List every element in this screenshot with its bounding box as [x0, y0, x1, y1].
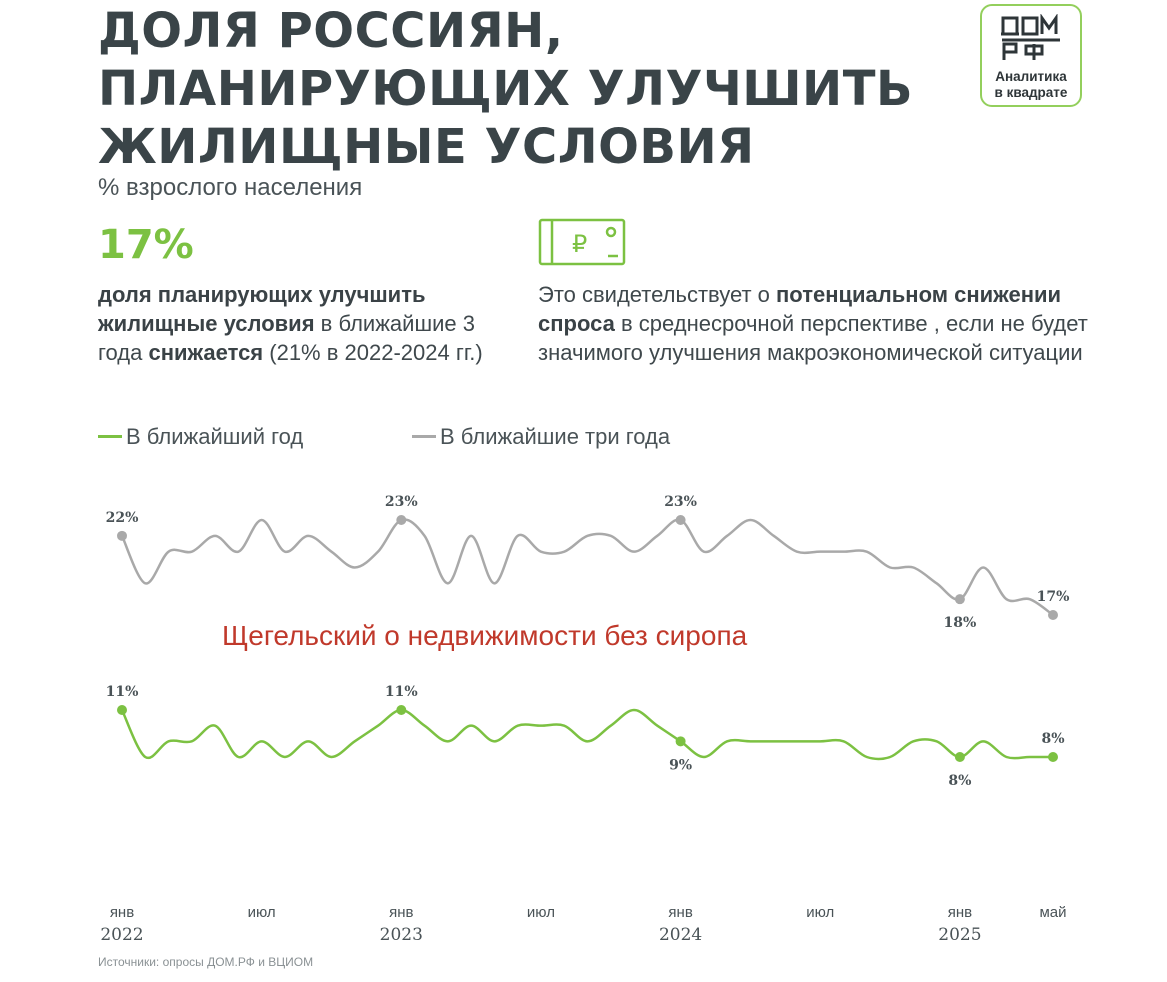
highlight-value: 17%: [98, 222, 194, 268]
note-bold-1: потенциальном снижении спроса: [538, 282, 1062, 336]
highlight-bold-2: снижается: [148, 340, 264, 365]
legend-item-3y: В ближайшие три года: [412, 424, 670, 450]
data-label-one-year-4: 8%: [1041, 731, 1064, 747]
highlight-plain-2: (21% в 2022-2024 гг.): [263, 340, 483, 365]
data-label-three-years-2: 23%: [664, 494, 697, 510]
data-point-three-years-0: [117, 530, 127, 541]
data-label-one-year-0: 11%: [106, 684, 139, 700]
data-point-one-year-3: [954, 752, 965, 762]
money-icon: ₽: [538, 218, 626, 266]
page-subtitle: % взрослого населения: [98, 174, 363, 201]
x-tick-label-3: июл: [527, 904, 555, 921]
data-label-three-years-0: 22%: [106, 510, 139, 526]
series-line-one-year: [120, 708, 1055, 761]
watermark: Щегельский о недвижимости без сиропа: [222, 620, 748, 651]
data-label-three-years-4: 17%: [1037, 589, 1070, 605]
legend-swatch-green: [98, 434, 122, 438]
x-tick-year-2: 2023: [380, 925, 423, 945]
dom-rf-logo-mark: [1001, 14, 1060, 60]
highlight-plain-1: в ближайшие 3 года: [98, 311, 475, 365]
logo-line-1: Аналитика: [995, 69, 1067, 84]
data-point-three-years-3: [954, 594, 965, 605]
legend-item-1y: В ближайший год: [98, 424, 303, 450]
x-tick-label-5: июл: [806, 904, 834, 921]
data-point-one-year-4: [1048, 752, 1058, 762]
x-tick-year-4: 2024: [659, 925, 702, 945]
data-point-one-year-2: [675, 736, 686, 747]
x-tick-label-2: янв: [389, 904, 413, 921]
highlight-text: доля планирующих улучшить жилищные услов…: [98, 280, 518, 367]
x-tick-year-6: 2025: [938, 925, 981, 945]
x-tick-label-7: май: [1039, 904, 1066, 921]
page-title: ДОЛЯ РОССИЯН, ПЛАНИРУЮЩИХ УЛУЧШИТЬ ЖИЛИЩ…: [98, 3, 914, 175]
x-tick-label-4: янв: [668, 904, 692, 921]
data-label-three-years-3: 18%: [944, 615, 977, 631]
x-tick-label-1: июл: [248, 904, 276, 921]
x-tick-year-0: 2022: [100, 925, 143, 945]
logo-line-2: в квадрате: [994, 85, 1068, 100]
data-point-three-years-4: [1048, 610, 1058, 620]
dom-rf-logo: Аналитика в квадрате: [980, 4, 1082, 107]
series-line-three-years: [120, 518, 1055, 617]
data-point-three-years-1: [396, 515, 407, 525]
data-point-three-years-2: [675, 515, 686, 525]
data-label-one-year-3: 8%: [948, 773, 971, 789]
x-tick-label-6: янв: [948, 904, 972, 921]
x-tick-label-0: янв: [110, 904, 134, 921]
data-label-one-year-2: 9%: [669, 757, 692, 773]
note-plain-1: Это свидетельствует о: [538, 282, 777, 307]
legend-label-3y: В ближайшие три года: [440, 424, 671, 449]
data-label-three-years-1: 23%: [385, 494, 418, 510]
data-point-one-year-1: [396, 705, 407, 715]
highlight-bold-1: доля планирующих улучшить жилищные услов…: [98, 282, 426, 336]
logo-caption: Аналитика в квадрате: [982, 69, 1080, 101]
legend-label-1y: В ближайший год: [126, 424, 304, 449]
note-plain-2: в среднесрочной перспективе , если не бу…: [538, 311, 1088, 365]
note-text: Это свидетельствует о потенциальном сниж…: [538, 280, 1098, 367]
legend-swatch-gray: [412, 434, 436, 438]
data-point-one-year-0: [117, 705, 127, 715]
source-note: Источники: опросы ДОМ.РФ и ВЦИОМ: [98, 955, 314, 969]
data-label-one-year-1: 11%: [385, 684, 418, 700]
svg-text:₽: ₽: [572, 231, 587, 258]
